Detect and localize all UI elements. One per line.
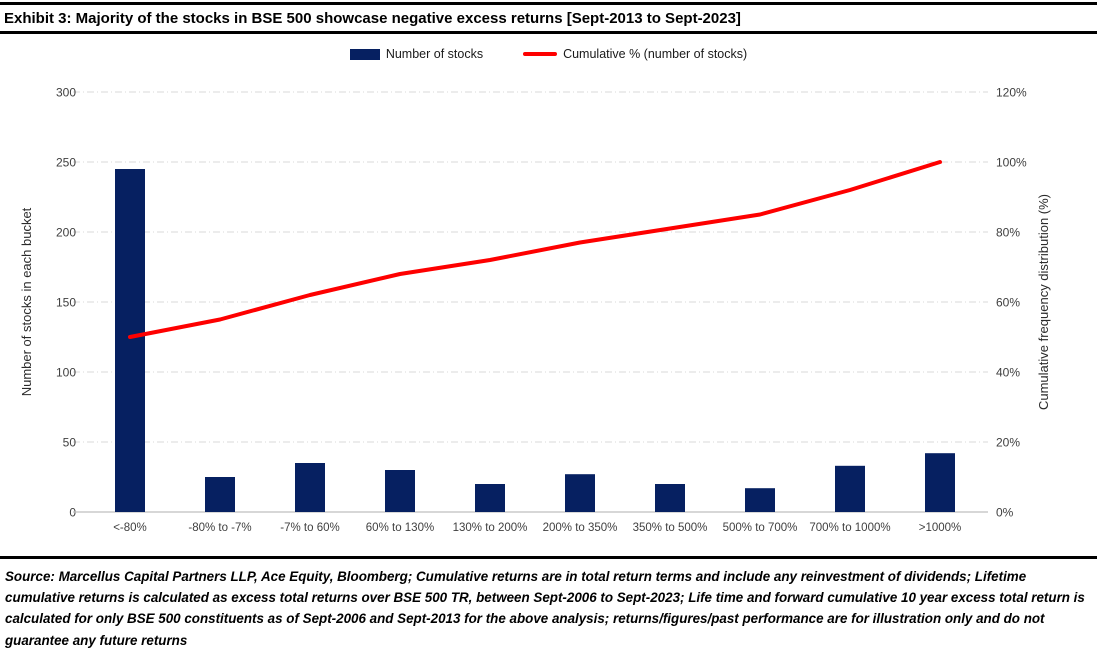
legend-label-line: Cumulative % (number of stocks): [563, 47, 748, 61]
x-axis-category-label: >1000%: [919, 522, 962, 534]
exhibit-title-band: Exhibit 3: Majority of the stocks in BSE…: [0, 2, 1097, 34]
left-axis-tick: 300: [56, 86, 76, 100]
x-axis-category-label: -80% to -7%: [188, 522, 251, 534]
left-axis-tick: 0: [69, 506, 76, 520]
left-axis-tick: 50: [63, 436, 77, 450]
x-axis-category-label: 130% to 200%: [453, 522, 528, 534]
x-axis-category-label: -7% to 60%: [280, 522, 339, 534]
source-note: Source: Marcellus Capital Partners LLP, …: [0, 556, 1097, 651]
bar-swatch-icon: [349, 48, 380, 60]
x-axis-category-label: 200% to 350%: [543, 522, 618, 534]
line-swatch-icon: [523, 52, 558, 56]
right-axis-tick: 0%: [996, 506, 1014, 520]
cumulative-percent-line: [128, 160, 942, 339]
x-axis-category-label: 700% to 1000%: [809, 522, 890, 534]
right-axis-title: Cumulative frequency distribution (%): [1036, 194, 1051, 410]
left-axis-title: Number of stocks in each bucket: [19, 207, 34, 396]
bar-number-of-stocks: [565, 474, 595, 512]
right-axis-tick: 40%: [996, 366, 1020, 380]
left-axis-tick: 250: [56, 156, 76, 170]
bar-number-of-stocks: [385, 470, 415, 512]
bar-number-of-stocks: [475, 484, 505, 512]
x-axis-category-label: 60% to 130%: [366, 522, 434, 534]
left-axis-tick: 100: [56, 366, 76, 380]
chart-legend: Number of stocks Cumulative % (number of…: [0, 47, 1097, 61]
exhibit-title: Exhibit 3: Majority of the stocks in BSE…: [4, 10, 741, 27]
legend-item-cumulative-line: Cumulative % (number of stocks): [523, 47, 747, 61]
right-axis-tick: 20%: [996, 436, 1020, 450]
bar-number-of-stocks: [655, 484, 685, 512]
bar-number-of-stocks: [835, 465, 865, 512]
bar-number-of-stocks: [205, 477, 235, 512]
right-axis-tick: 80%: [996, 226, 1020, 240]
right-axis-tick: 60%: [996, 296, 1020, 310]
bar-number-of-stocks: [115, 169, 145, 512]
x-axis-category-label: 350% to 500%: [633, 522, 708, 534]
right-axis-tick: 100%: [996, 156, 1027, 170]
legend-label-bar: Number of stocks: [385, 47, 484, 61]
legend-item-number-of-stocks: Number of stocks: [349, 47, 484, 61]
bar-number-of-stocks: [745, 488, 775, 512]
left-axis-tick: 200: [56, 226, 76, 240]
left-axis-tick: 150: [56, 296, 76, 310]
right-axis-tick: 120%: [996, 86, 1027, 100]
x-axis-category-label: <-80%: [113, 522, 147, 534]
bar-number-of-stocks: [295, 463, 325, 512]
bar-number-of-stocks: [925, 453, 955, 512]
chart-canvas: 0 0% 50 20% 100 40% 150 60% 200 80% 250 100% 300 120%…: [19, 86, 1051, 535]
x-axis-category-label: 500% to 700%: [723, 522, 798, 534]
